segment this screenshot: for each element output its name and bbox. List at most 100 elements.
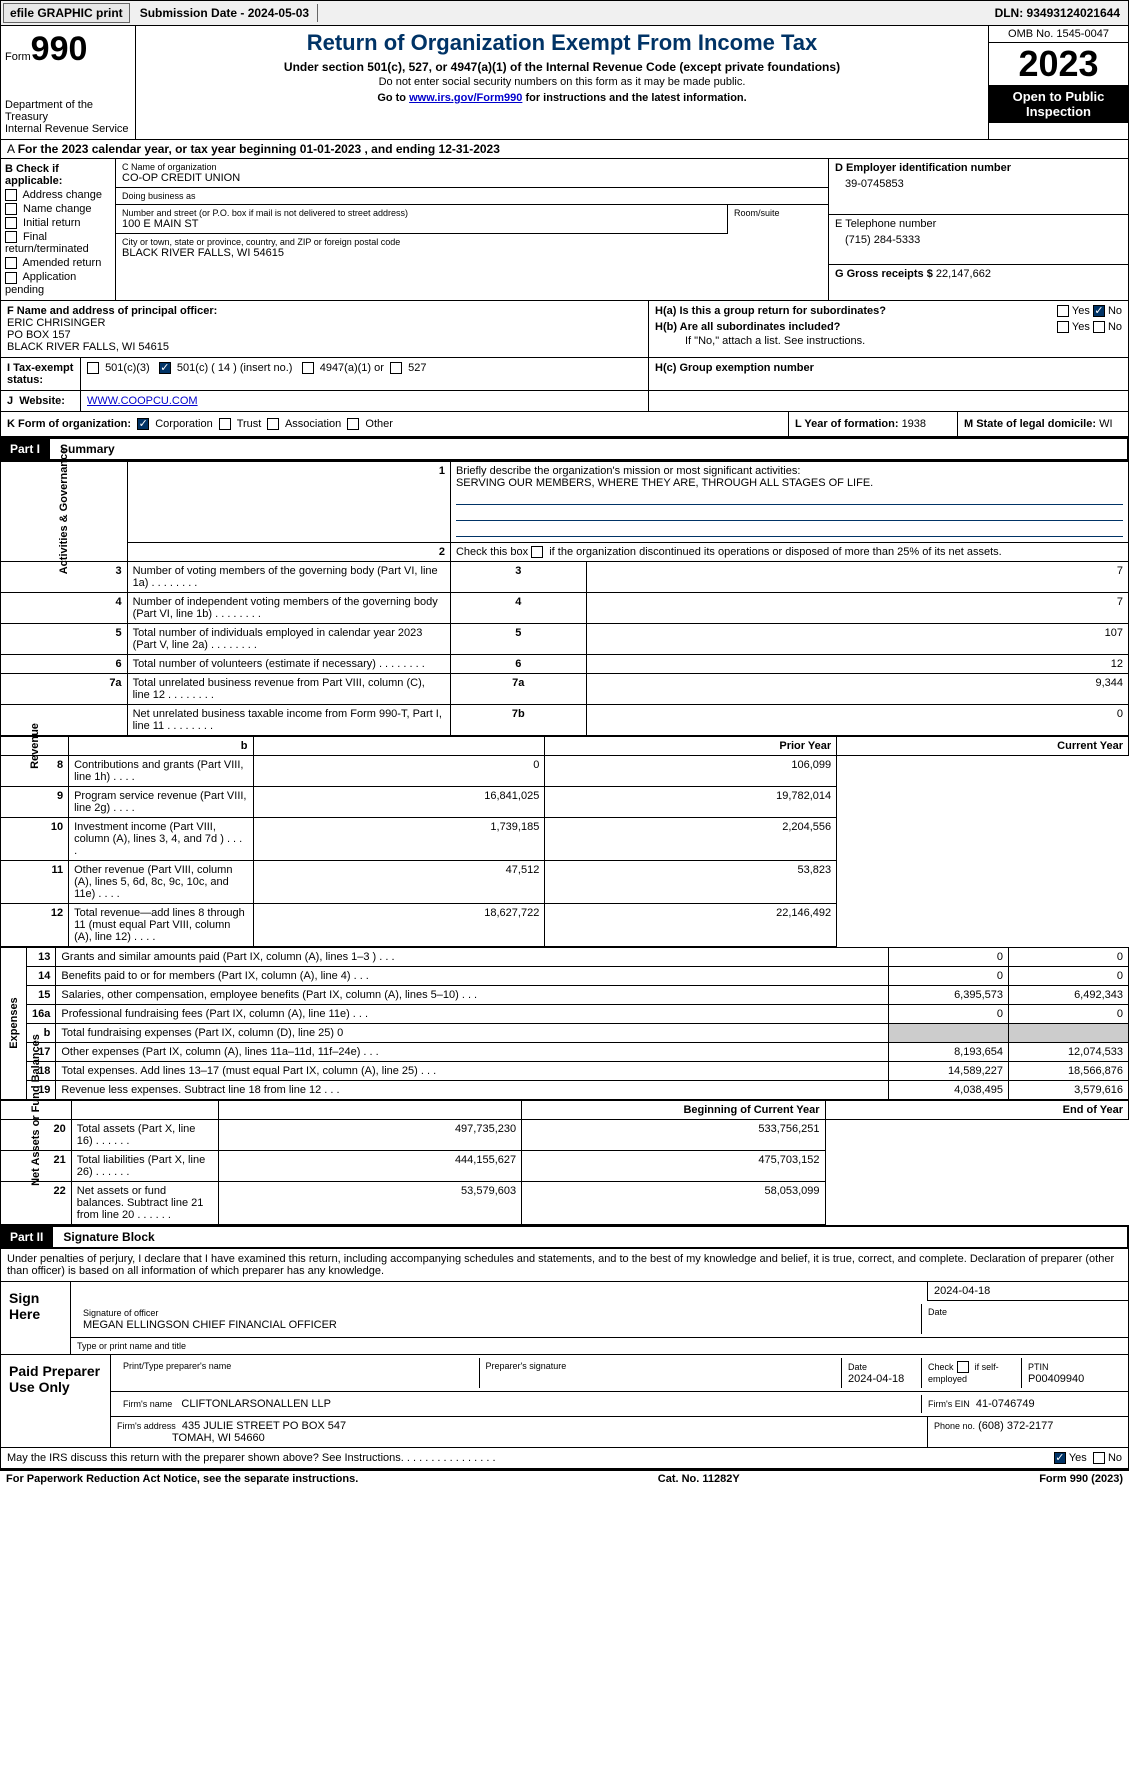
527-checkbox[interactable] [390,362,402,374]
hc-label: H(c) Group exemption number [655,362,814,374]
gov-value: 12 [586,654,1128,673]
submission-date: Submission Date - 2024-05-03 [132,4,318,22]
year-formation: 1938 [902,418,926,430]
discuss-no-checkbox[interactable] [1093,1452,1105,1464]
hb-label: H(b) Are all subordinates included? [655,321,840,333]
omb-number: OMB No. 1545-0047 [989,26,1128,43]
form-number: 990 [31,30,88,68]
col-c: C Name of organizationCO-OP CREDIT UNION… [116,159,828,300]
self-employed-checkbox[interactable] [957,1361,969,1373]
prep-date: 2024-04-18 [848,1373,904,1385]
firm-name: CLIFTONLARSONALLEN LLP [181,1398,331,1410]
website-link[interactable]: WWW.COOPCU.COM [87,395,198,407]
form-header: Form990 Department of the Treasury Inter… [0,26,1129,139]
signature-block: Sign Here 2024-04-18 Signature of office… [0,1282,1129,1355]
b-label: B Check if applicable: [5,163,111,187]
ein-label: D Employer identification number [835,162,1122,174]
paid-preparer-label: Paid Preparer Use Only [1,1355,111,1447]
ha-label: H(a) Is this a group return for subordin… [655,305,886,317]
row-f-h: F Name and address of principal officer:… [0,301,1129,358]
state-domicile: WI [1099,418,1112,430]
section-b-through-g: B Check if applicable: Address change Na… [0,159,1129,301]
b-checkbox[interactable] [5,217,17,229]
col-deg: D Employer identification number39-07458… [828,159,1128,300]
gov-value: 7 [586,592,1128,623]
officer-name: ERIC CHRISINGER [7,317,642,329]
current-year-value: 19,782,014 [545,786,837,817]
summary-netassets-table: Net Assets or Fund Balances Beginning of… [0,1100,1129,1225]
row-a-tax-year: A For the 2023 calendar year, or tax yea… [0,139,1129,159]
department-label: Department of the Treasury Internal Reve… [5,99,131,135]
hb-instruction: If "No," attach a list. See instructions… [655,335,1122,347]
current-year-value: 106,099 [545,755,837,786]
mission-text: SERVING OUR MEMBERS, WHERE THEY ARE, THR… [456,477,873,489]
b-checkbox[interactable] [5,189,17,201]
b-checkbox[interactable] [5,257,17,269]
phone-label: E Telephone number [835,218,1122,230]
col-b: B Check if applicable: Address change Na… [1,159,116,300]
ein-value: 39-0745853 [835,174,1122,190]
b-checkbox[interactable] [5,272,17,284]
row-j: J Website: WWW.COOPCU.COM [0,391,1129,412]
sign-here-label: Sign Here [1,1282,71,1354]
trust-checkbox[interactable] [219,418,231,430]
ha-yes-checkbox[interactable] [1057,305,1069,317]
officer-signature-name: MEGAN ELLINGSON CHIEF FINANCIAL OFFICER [83,1319,337,1331]
efile-print-button[interactable]: efile GRAPHIC print [3,3,130,23]
phone-value: (715) 284-5333 [835,230,1122,246]
gross-receipts: 22,147,662 [936,268,991,280]
gov-value: 7 [586,561,1128,592]
boy-header: Beginning of Current Year [522,1100,825,1119]
form-label: Form [5,51,31,63]
part-1-header: Part ISummary [0,437,1129,461]
officer-label: F Name and address of principal officer: [7,305,642,317]
officer-addr2: BLACK RIVER FALLS, WI 54615 [7,341,642,353]
c-name-label: C Name of organization [122,162,822,172]
footer: For Paperwork Reduction Act Notice, see … [0,1469,1129,1487]
current-year-value: 2,204,556 [545,817,837,860]
prior-year-value: 16,841,025 [253,786,545,817]
other-checkbox[interactable] [347,418,359,430]
501c3-checkbox[interactable] [87,362,99,374]
summary-expenses-table: Expenses13Grants and similar amounts pai… [0,947,1129,1100]
discontinued-checkbox[interactable] [531,546,543,558]
prior-year-value: 47,512 [253,860,545,903]
firm-address: 435 JULIE STREET PO BOX 547 [182,1420,346,1432]
ha-no-checkbox[interactable] [1093,305,1105,317]
gov-value: 9,344 [586,673,1128,704]
corp-checkbox[interactable] [137,418,149,430]
dba-label: Doing business as [122,191,822,201]
b-checkbox[interactable] [5,203,17,215]
assoc-checkbox[interactable] [267,418,279,430]
form-title: Return of Organization Exempt From Incom… [140,30,984,56]
b-checkbox[interactable] [5,231,17,243]
4947-checkbox[interactable] [302,362,314,374]
irs-link[interactable]: www.irs.gov/Form990 [409,92,522,104]
subtitle-1: Under section 501(c), 527, or 4947(a)(1)… [140,60,984,74]
top-bar: efile GRAPHIC print Submission Date - 20… [0,0,1129,26]
discuss-yes-checkbox[interactable] [1054,1452,1066,1464]
subtitle-3: Go to www.irs.gov/Form990 for instructio… [140,92,984,104]
summary-governance-table: Activities & Governance 1Briefly describ… [0,461,1129,736]
row-klm: K Form of organization: Corporation Trus… [0,412,1129,437]
gross-label: G Gross receipts $ [835,268,933,280]
gov-value: 107 [586,623,1128,654]
firm-phone: (608) 372-2177 [978,1420,1053,1432]
eoy-header: End of Year [825,1100,1128,1119]
penalty-statement: Under penalties of perjury, I declare th… [0,1249,1129,1282]
dln-number: DLN: 93493124021644 [987,4,1128,22]
hb-no-checkbox[interactable] [1093,321,1105,333]
paid-preparer-block: Paid Preparer Use Only Print/Type prepar… [0,1355,1129,1448]
gov-value: 0 [586,704,1128,735]
current-year-value: 53,823 [545,860,837,903]
addr-label: Number and street (or P.O. box if mail i… [122,208,721,218]
ptin: P00409940 [1028,1373,1084,1385]
city-label: City or town, state or province, country… [122,237,822,247]
summary-revenue-table: Revenue bPrior YearCurrent Year 8Contrib… [0,736,1129,947]
form-ref: Form 990 (2023) [1039,1473,1123,1485]
sign-date: 2024-04-18 [928,1282,1128,1301]
open-inspection: Open to Public Inspection [989,85,1128,123]
cat-no: Cat. No. 11282Y [658,1473,740,1485]
501c-checkbox[interactable] [159,362,171,374]
hb-yes-checkbox[interactable] [1057,321,1069,333]
